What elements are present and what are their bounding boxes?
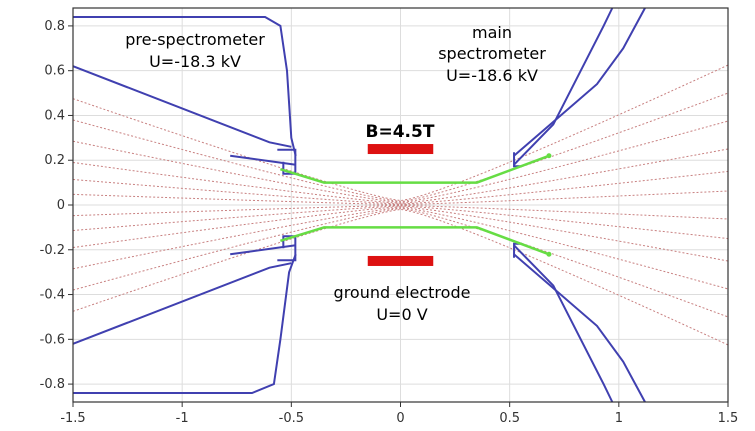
field-line bbox=[72, 92, 729, 202]
beam-endpoint bbox=[546, 153, 552, 159]
electrode-line bbox=[72, 262, 292, 345]
field-line bbox=[72, 170, 729, 205]
main-spectrometer-voltage: U=-18.6 kV bbox=[446, 66, 538, 85]
main-spectrometer-label-line2: spectrometer bbox=[438, 44, 546, 63]
field-line bbox=[72, 205, 729, 240]
y-tick-label: 0.2 bbox=[44, 153, 65, 168]
ground-electrode-voltage: U=0 V bbox=[376, 305, 427, 324]
field-line bbox=[72, 148, 729, 204]
grid-lines bbox=[72, 8, 729, 402]
magnetic-field-label: B=4.5T bbox=[366, 122, 435, 142]
ground-electrode-label: ground electrode bbox=[334, 283, 471, 302]
main-spectrometer-label-line1: main bbox=[472, 23, 512, 42]
magnet-coils bbox=[367, 144, 434, 266]
electrode-line bbox=[513, 244, 614, 403]
beam-endpoint bbox=[546, 251, 552, 257]
field-line bbox=[72, 204, 729, 220]
y-axis-ticks: 0.8 0.6 0.4 0.2 0 -0.2 -0.4 -0.6 -0.8 bbox=[40, 19, 73, 392]
x-tick-label: 0.5 bbox=[499, 411, 520, 426]
beam-line bbox=[280, 226, 550, 256]
magnet-coil bbox=[367, 144, 434, 155]
electrode-line bbox=[230, 154, 296, 166]
y-tick-label: -0.2 bbox=[40, 243, 65, 258]
pre-spectrometer-label: pre-spectrometer bbox=[125, 30, 265, 49]
x-tick-label: 1.5 bbox=[718, 411, 739, 426]
y-tick-label: 0 bbox=[57, 198, 65, 213]
electrode-line bbox=[513, 7, 646, 157]
pre-spectrometer-voltage: U=-18.3 kV bbox=[149, 52, 241, 71]
electrode-line bbox=[513, 253, 646, 403]
x-tick-label: -0.5 bbox=[279, 411, 304, 426]
magnetic-field-lines bbox=[72, 64, 729, 346]
field-line bbox=[72, 120, 729, 203]
electrode-line bbox=[73, 16, 297, 157]
y-tick-label: 0.4 bbox=[44, 108, 65, 123]
x-tick-label: -1.5 bbox=[60, 411, 85, 426]
field-line bbox=[72, 208, 729, 318]
electrode-outlines bbox=[72, 7, 646, 403]
x-tick-label: -1 bbox=[176, 411, 189, 426]
field-line bbox=[72, 190, 729, 206]
electrode-line bbox=[73, 253, 297, 394]
x-axis-ticks: -1.5 -1 -0.5 0 0.5 1 1.5 bbox=[60, 402, 738, 426]
y-tick-label: -0.4 bbox=[40, 288, 65, 303]
electrode-line bbox=[230, 244, 296, 256]
beam-envelope bbox=[280, 153, 552, 257]
magnet-coil bbox=[367, 255, 434, 266]
electrode-line bbox=[72, 65, 292, 148]
y-tick-label: -0.6 bbox=[40, 332, 65, 347]
y-tick-label: 0.8 bbox=[44, 19, 65, 34]
electrode-line bbox=[513, 7, 614, 166]
x-tick-label: 1 bbox=[615, 411, 623, 426]
field-line bbox=[72, 206, 729, 262]
beam-line bbox=[280, 154, 550, 184]
y-tick-label: -0.8 bbox=[40, 377, 65, 392]
field-line bbox=[72, 207, 729, 290]
x-tick-label: 0 bbox=[396, 411, 404, 426]
y-tick-label: 0.6 bbox=[44, 64, 65, 79]
